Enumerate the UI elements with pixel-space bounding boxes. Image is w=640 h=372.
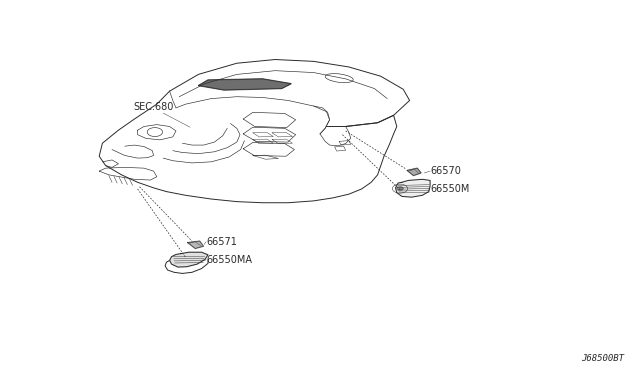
- Polygon shape: [407, 168, 421, 176]
- Polygon shape: [198, 79, 291, 90]
- Polygon shape: [396, 179, 430, 197]
- Circle shape: [397, 187, 403, 190]
- Text: SEC.680: SEC.680: [133, 102, 173, 112]
- Text: 66550MA: 66550MA: [206, 256, 252, 265]
- Polygon shape: [188, 241, 204, 248]
- Text: 66570: 66570: [430, 166, 461, 176]
- Polygon shape: [170, 252, 208, 267]
- Text: J68500BT: J68500BT: [581, 354, 624, 363]
- Text: 66550M: 66550M: [430, 184, 470, 194]
- Text: 66571: 66571: [206, 237, 237, 247]
